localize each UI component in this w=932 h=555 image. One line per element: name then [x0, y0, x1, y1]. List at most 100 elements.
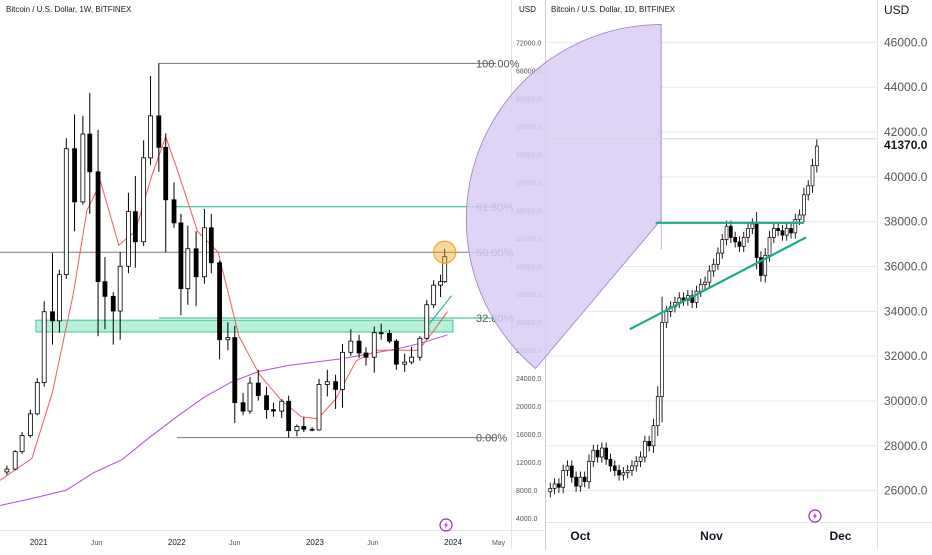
daily-candle[interactable] [561, 470, 566, 488]
weekly-candle[interactable] [393, 340, 399, 365]
daily-price-axis[interactable]: 46000.0 44000.0 42000.0 40000.0 38000.0 36000… [884, 35, 928, 497]
daily-candle[interactable] [582, 476, 587, 483]
weekly-candle[interactable] [63, 148, 69, 276]
weekly-candle[interactable] [4, 468, 10, 473]
weekly-candle[interactable] [417, 337, 423, 358]
weekly-candle[interactable] [208, 227, 214, 264]
weekly-candle[interactable] [110, 295, 116, 312]
weekly-candle[interactable] [126, 211, 131, 267]
daily-candle[interactable] [733, 237, 737, 243]
daily-time-axis[interactable]: Oct Nov Dec [570, 529, 851, 543]
weekly-candle[interactable] [171, 199, 177, 224]
weekly-chart-panel[interactable]: 100.00%61.80%50.00%32.80%0.00% 72000.068… [0, 0, 545, 550]
daily-candle[interactable] [737, 241, 742, 247]
daily-candle[interactable] [698, 284, 703, 292]
daily-candle[interactable] [763, 254, 768, 276]
daily-candle[interactable] [711, 263, 716, 272]
weekly-candle[interactable] [387, 333, 392, 342]
daily-candle[interactable] [647, 440, 652, 447]
weekly-candle[interactable] [247, 382, 253, 412]
weekly-candle[interactable] [87, 133, 93, 173]
weekly-candle[interactable] [371, 332, 377, 358]
weekly-candle[interactable] [279, 400, 285, 412]
daily-candle[interactable] [638, 456, 643, 462]
weekly-candle[interactable] [102, 281, 108, 297]
daily-candle[interactable] [694, 290, 699, 303]
weekly-candle[interactable] [402, 361, 408, 365]
daily-candle[interactable] [651, 425, 656, 447]
weekly-candle[interactable] [255, 382, 261, 397]
daily-candle[interactable] [617, 470, 621, 476]
daily-candle[interactable] [604, 447, 609, 460]
weekly-candle[interactable] [442, 256, 448, 283]
daily-candle[interactable] [724, 225, 729, 240]
daily-currency-label[interactable]: USD [884, 3, 910, 17]
daily-candle[interactable] [557, 483, 561, 488]
tradingview-logo-icon[interactable] [808, 509, 822, 523]
weekly-candle[interactable] [34, 381, 40, 415]
weekly-candle[interactable] [185, 248, 191, 290]
daily-candle[interactable] [703, 281, 707, 285]
weekly-candle[interactable] [132, 211, 138, 243]
daily-candle[interactable] [574, 476, 578, 487]
daily-candle[interactable] [746, 228, 750, 238]
daily-candle[interactable] [806, 185, 811, 196]
daily-candle[interactable] [784, 228, 789, 236]
weekly-candle[interactable] [27, 413, 33, 436]
weekly-candle[interactable] [19, 435, 25, 453]
daily-candle[interactable] [780, 230, 785, 236]
daily-candle[interactable] [621, 472, 626, 476]
weekly-candle[interactable] [163, 146, 169, 201]
ascending-trend-line[interactable] [629, 236, 807, 331]
weekly-candle[interactable] [80, 133, 86, 203]
daily-candle[interactable] [728, 225, 733, 238]
weekly-candle[interactable] [264, 395, 269, 411]
weekly-candle[interactable] [50, 311, 55, 322]
weekly-candle[interactable] [178, 222, 184, 290]
daily-candle[interactable] [750, 223, 755, 229]
weekly-time-axis[interactable]: 2021 Jun 2022 Jun 2023 Jun 2024 May [30, 538, 506, 547]
weekly-candle[interactable] [316, 384, 322, 431]
weekly-candle[interactable] [340, 351, 345, 390]
weekly-candle[interactable] [117, 265, 123, 312]
weekly-candle[interactable] [309, 428, 315, 431]
weekly-candle[interactable] [232, 337, 238, 404]
daily-candle[interactable] [625, 470, 630, 474]
daily-candle[interactable] [810, 165, 815, 187]
weekly-candle[interactable] [193, 248, 199, 278]
weekly-candle[interactable] [363, 352, 369, 358]
daily-candle[interactable] [587, 461, 591, 483]
weekly-candle[interactable] [348, 340, 354, 353]
weekly-candle[interactable] [201, 227, 207, 278]
weekly-currency-label[interactable]: USD [519, 5, 536, 14]
daily-candle[interactable] [720, 239, 725, 254]
weekly-candle[interactable] [424, 304, 430, 339]
weekly-candle[interactable] [225, 337, 231, 341]
daily-candle[interactable] [789, 228, 793, 234]
weekly-candle[interactable] [141, 157, 147, 243]
daily-chart-panel[interactable]: 46000.0 44000.0 42000.0 40000.0 38000.0 36000… [465, 0, 932, 550]
support-zone-box[interactable] [35, 319, 454, 333]
weekly-candle[interactable] [12, 451, 18, 470]
daily-candle[interactable] [802, 194, 806, 216]
daily-candle[interactable] [759, 257, 763, 276]
daily-candle[interactable] [595, 449, 600, 458]
weekly-candle[interactable] [217, 262, 222, 341]
daily-candle[interactable] [767, 237, 772, 256]
daily-candle[interactable] [565, 465, 570, 471]
weekly-candle[interactable] [72, 148, 77, 203]
daily-candle[interactable] [578, 476, 583, 487]
weekly-candle[interactable] [294, 426, 300, 432]
daily-candle[interactable] [664, 310, 669, 323]
weekly-candle[interactable] [324, 381, 330, 385]
weekly-candle[interactable] [333, 381, 339, 390]
daily-candle[interactable] [630, 465, 634, 471]
weekly-candle[interactable] [378, 332, 384, 335]
daily-candle[interactable] [797, 214, 802, 220]
weekly-candle[interactable] [41, 311, 47, 383]
weekly-candle[interactable] [301, 426, 307, 430]
weekly-candle[interactable] [156, 115, 162, 148]
daily-candle[interactable] [634, 461, 639, 467]
daily-candle[interactable] [548, 488, 553, 493]
daily-candle[interactable] [608, 458, 613, 467]
